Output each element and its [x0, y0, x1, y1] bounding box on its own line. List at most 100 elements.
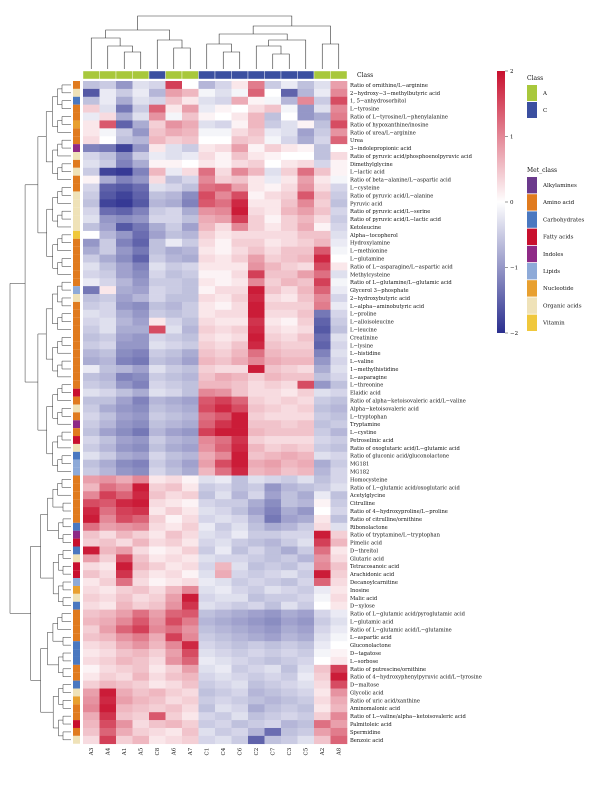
heatmap-cell — [232, 476, 249, 484]
row-label: Tetracosanoic acid — [350, 564, 400, 570]
heatmap-cell — [199, 310, 216, 318]
heatmap-cell — [281, 247, 298, 255]
met-class-legend-swatch — [527, 263, 537, 279]
heatmap-cell — [182, 476, 199, 484]
heatmap-cell — [116, 610, 133, 618]
heatmap-cell — [248, 649, 265, 657]
heatmap-cell — [166, 176, 183, 184]
row-label: L−methionine — [350, 249, 387, 255]
heatmap-cell — [182, 97, 199, 105]
heatmap-cell — [265, 207, 282, 215]
heatmap-cell — [314, 168, 331, 176]
dendrogram-branch — [58, 483, 71, 495]
heatmap-cell — [199, 223, 216, 231]
heatmap-cell — [182, 105, 199, 113]
heatmap-cell — [281, 286, 298, 294]
dendrogram-branch — [106, 30, 170, 40]
heatmap-cell — [166, 554, 183, 562]
heatmap-cell — [298, 144, 315, 152]
heatmap-cell — [83, 381, 100, 389]
dendrogram-branch — [52, 97, 57, 127]
heatmap-cell — [265, 633, 282, 641]
heatmap-cell — [133, 499, 150, 507]
heatmap-cell — [116, 381, 133, 389]
heatmap-cell — [100, 176, 117, 184]
heatmap-cell — [100, 531, 117, 539]
heatmap-cell — [232, 649, 249, 657]
heatmap-cell — [116, 476, 133, 484]
heatmap-cell — [199, 460, 216, 468]
heatmap-cell — [232, 712, 249, 720]
heatmap-cell — [232, 657, 249, 665]
heatmap-cell — [215, 207, 232, 215]
heatmap-cell — [116, 468, 133, 476]
heatmap-cell — [215, 665, 232, 673]
heatmap-cell — [232, 231, 249, 239]
heatmap-cell — [149, 357, 166, 365]
heatmap-cell — [100, 223, 117, 231]
heatmap-cell — [248, 239, 265, 247]
heatmap-cell — [182, 554, 199, 562]
heatmap-cell — [265, 81, 282, 89]
heatmap-cell — [116, 191, 133, 199]
heatmap-cell — [199, 176, 216, 184]
heatmap-cell — [166, 610, 183, 618]
met-class-cell — [73, 128, 80, 136]
heatmap-cell — [182, 247, 199, 255]
heatmap-cell — [149, 176, 166, 184]
heatmap-cell — [199, 113, 216, 121]
heatmap-cell — [100, 633, 117, 641]
heatmap-cell — [265, 223, 282, 231]
class-bar-cell — [116, 71, 133, 79]
heatmap-cell — [83, 255, 100, 263]
heatmap-cell — [232, 199, 249, 207]
heatmap-cell — [314, 602, 331, 610]
heatmap-cell — [199, 349, 216, 357]
heatmap-cell — [199, 412, 216, 420]
heatmap-cell — [149, 436, 166, 444]
heatmap-cell — [116, 247, 133, 255]
heatmap-cell — [100, 476, 117, 484]
heatmap-cell — [182, 681, 199, 689]
heatmap-cell — [215, 618, 232, 626]
dendrogram-branch — [46, 112, 53, 162]
heatmap-cell — [199, 294, 216, 302]
heatmap-cell — [248, 105, 265, 113]
heatmap-cell — [83, 633, 100, 641]
heatmap-cell — [166, 113, 183, 121]
heatmap-cell — [83, 310, 100, 318]
heatmap-cell — [83, 286, 100, 294]
row-label: Glutaric acid — [350, 556, 385, 562]
heatmap-cell — [133, 294, 150, 302]
heatmap-cell — [83, 397, 100, 405]
heatmap-cell — [133, 539, 150, 547]
heatmap-cell — [265, 539, 282, 547]
heatmap-cell — [215, 278, 232, 286]
column-label: C6 — [238, 747, 244, 755]
heatmap-cell — [100, 420, 117, 428]
heatmap-cell — [265, 523, 282, 531]
heatmap-cell — [215, 554, 232, 562]
heatmap-cell — [199, 649, 216, 657]
heatmap-cell — [166, 302, 183, 310]
class-bar-cell — [232, 71, 249, 79]
row-label: Ratio of ornithine/L−arginine — [350, 83, 428, 89]
heatmap-cell — [182, 278, 199, 286]
heatmap-cell — [133, 412, 150, 420]
heatmap-cell — [314, 728, 331, 736]
heatmap-cell — [199, 270, 216, 278]
heatmap-cell — [232, 152, 249, 160]
heatmap-cell — [116, 602, 133, 610]
heatmap-cell — [265, 255, 282, 263]
heatmap-cell — [314, 404, 331, 412]
heatmap-cell — [232, 302, 249, 310]
heatmap-cell — [298, 199, 315, 207]
heatmap-cell — [166, 618, 183, 626]
row-label: Glycerol 3−phosphate — [350, 288, 409, 294]
met-class-legend-swatch — [527, 229, 537, 245]
heatmap-cell — [248, 89, 265, 97]
heatmap-cell — [116, 641, 133, 649]
class-bar-cell — [314, 71, 331, 79]
heatmap-cell — [133, 523, 150, 531]
dendrogram-branch — [38, 137, 47, 233]
